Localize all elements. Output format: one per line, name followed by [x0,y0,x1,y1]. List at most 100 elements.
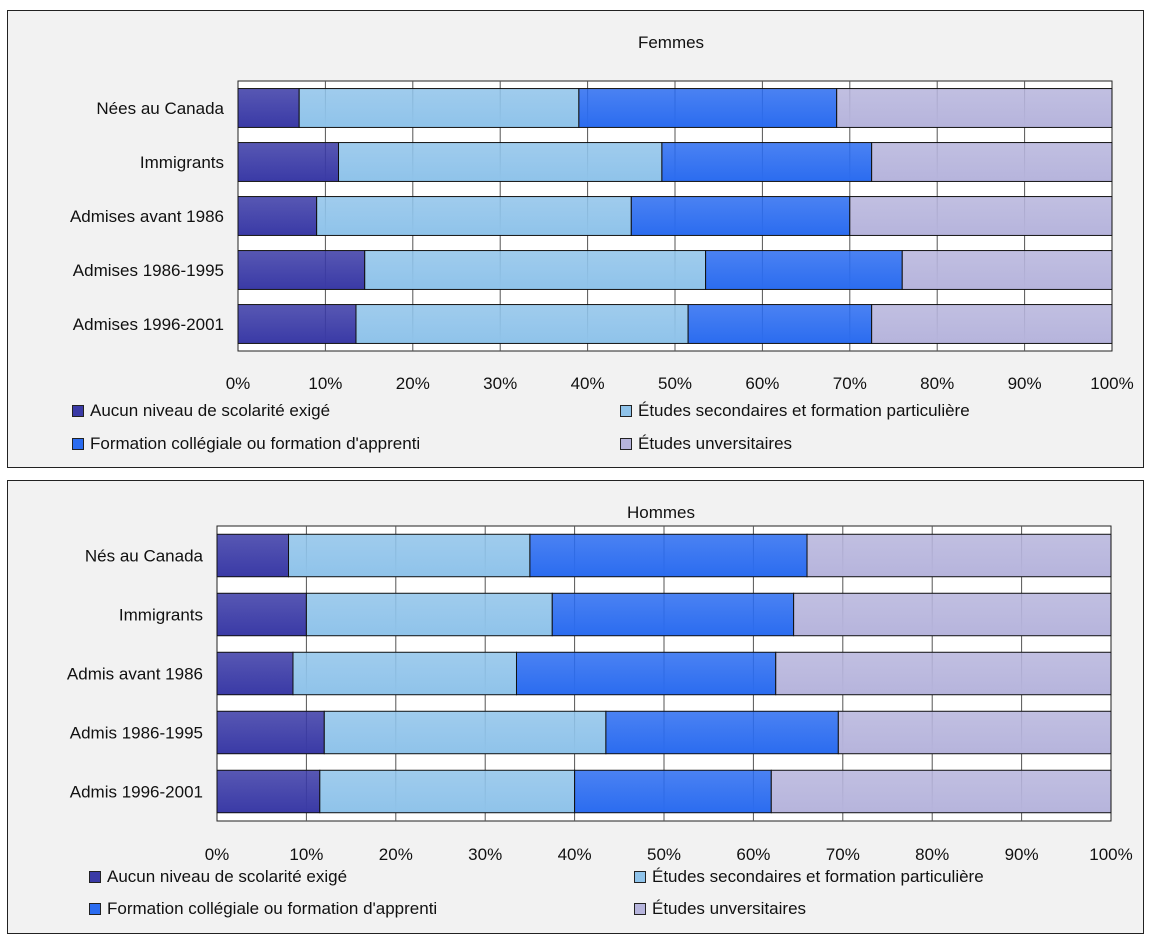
legend-item: Études unversitaires [620,434,792,454]
category-label: Immigrants [119,606,203,625]
legend-label: Études unversitaires [638,434,793,453]
bar-segment [216,592,307,637]
bar-segment [355,304,689,344]
legend-label: Aucun niveau de scolarité exigé [90,401,331,420]
x-tick-label: 90% [1005,845,1039,864]
bar-segment [323,710,607,755]
category-label: Admises avant 1986 [70,207,224,226]
bar-segment [770,769,1112,814]
legend-swatch-aucun [72,405,84,417]
legend-item: Aucun niveau de scolarité exigé [72,401,330,421]
bar-segment [237,88,300,128]
bar-segment [237,250,366,290]
bar-segment [216,651,294,696]
x-tick-label: 20% [379,845,413,864]
chart-panel-femmes: 0% 10% 20% 30% 40% 50% 60% 70% 80% 90% 100% Nées au… [7,10,1144,468]
bar-segment [687,304,873,344]
bar-segment [364,250,707,290]
bar-segment [705,250,903,290]
category-label: Admis avant 1986 [67,665,203,684]
legend-item: Études secondaires et formation particul… [634,867,984,887]
legend-item: Formation collégiale ou formation d'appr… [72,434,420,454]
legend-label: Études secondaires et formation particul… [638,401,970,420]
bar-segment [338,142,663,182]
bar-segment [319,769,576,814]
chart-title: Hommes [626,503,696,522]
bar-segment [871,142,1113,182]
bar-segment [793,592,1112,637]
legend-swatch-collegiale [72,438,84,450]
legend-label: Études secondaires et formation particul… [652,867,984,886]
bar-segment [288,533,531,578]
legend-label: Aucun niveau de scolarité exigé [107,867,348,886]
x-tick-label: 10% [289,845,323,864]
bar-segment [837,710,1112,755]
bar-segment [630,196,851,236]
bar-segment [661,142,873,182]
x-tick-label: 50% [658,374,692,393]
bar-segment [806,533,1112,578]
bar-segment [901,250,1113,290]
bar-segment [237,304,357,344]
category-label: Admises 1996-2001 [73,315,224,334]
bar-segment [305,592,553,637]
legend-swatch-secondaires [634,871,646,883]
chart-panel-hommes: 0% 10% 20% 30% 40% 50% 60% 70% 80% 90% 100% Nés au … [7,480,1144,934]
category-label: Admises 1986-1995 [73,261,224,280]
chart-femmes: 0% 10% 20% 30% 40% 50% 60% 70% 80% 90% 100% Nées au… [70,80,1134,393]
x-tick-label: 50% [647,845,681,864]
category-label: Admis 1996-2001 [70,783,203,802]
bar-segment [298,88,580,128]
bar-segment [836,88,1113,128]
x-tick-label: 0% [226,374,251,393]
bar-segment [578,88,838,128]
category-label: Nées au Canada [96,99,224,118]
legend-swatch-aucun [89,871,101,883]
legend-label: Formation collégiale ou formation d'appr… [107,899,438,918]
bar-segment [515,651,777,696]
bar-segment [216,710,325,755]
legend-item: Aucun niveau de scolarité exigé [89,867,347,887]
x-tick-label: 70% [826,845,860,864]
x-tick-label: 40% [558,845,592,864]
legend-item: Études secondaires et formation particul… [620,401,970,421]
chart-title: Femmes [637,33,705,52]
legend-label: Formation collégiale ou formation d'appr… [90,434,421,453]
bar-segment [237,142,340,182]
x-tick-label: 80% [915,845,949,864]
bar-segment [529,533,808,578]
legend-swatch-collegiale [89,903,101,915]
bar-segment [849,196,1113,236]
legend-item: Études unversitaires [634,899,806,919]
category-label: Immigrants [140,153,224,172]
bar-segment [605,710,839,755]
bar-segment [237,196,318,236]
x-tick-label: 100% [1089,845,1132,864]
category-label: Nés au Canada [85,547,204,566]
bar-segment [316,196,632,236]
bar-segment [551,592,795,637]
legend-swatch-secondaires [620,405,632,417]
x-tick-label: 90% [1008,374,1042,393]
legend-swatch-universitaires [620,438,632,450]
bar-segment [871,304,1113,344]
legend-label: Études unversitaires [652,899,807,918]
bar-segment [216,533,290,578]
x-tick-label: 10% [308,374,342,393]
bar-segment [574,769,772,814]
bar-segment [292,651,517,696]
x-tick-label: 100% [1090,374,1133,393]
x-tick-label: 60% [745,374,779,393]
x-tick-label: 30% [468,845,502,864]
bar-segment [216,769,321,814]
x-tick-label: 60% [736,845,770,864]
x-tick-label: 0% [205,845,230,864]
x-tick-label: 40% [571,374,605,393]
legend-swatch-universitaires [634,903,646,915]
chart-hommes: 0% 10% 20% 30% 40% 50% 60% 70% 80% 90% 100% Nés au … [67,525,1133,864]
x-tick-label: 20% [396,374,430,393]
category-label: Admis 1986-1995 [70,724,203,743]
x-tick-label: 30% [483,374,517,393]
legend-item: Formation collégiale ou formation d'appr… [89,899,437,919]
x-tick-label: 70% [833,374,867,393]
